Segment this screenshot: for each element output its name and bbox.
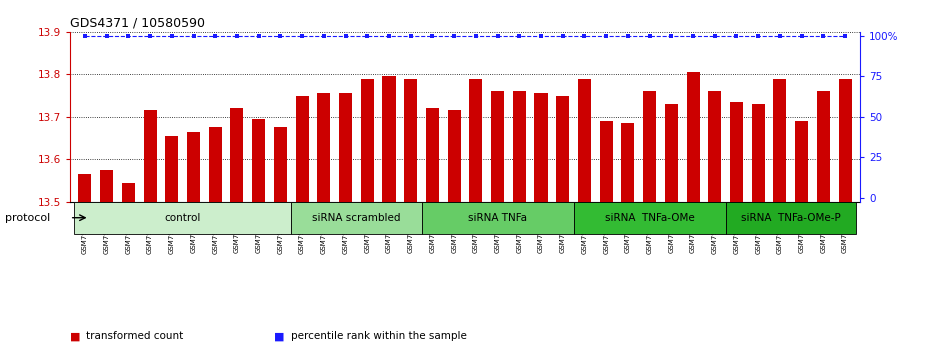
Bar bbox=[421, 202, 574, 234]
Bar bbox=[122, 183, 135, 202]
Bar bbox=[600, 121, 613, 202]
Text: transformed count: transformed count bbox=[86, 331, 184, 341]
Bar bbox=[143, 110, 156, 202]
Bar bbox=[512, 91, 525, 202]
Text: protocol: protocol bbox=[5, 213, 50, 223]
Bar bbox=[252, 119, 265, 202]
Bar bbox=[382, 76, 395, 202]
Bar bbox=[578, 79, 591, 202]
Bar bbox=[643, 91, 656, 202]
Text: siRNA TNFa: siRNA TNFa bbox=[468, 213, 527, 223]
Bar bbox=[296, 96, 309, 202]
Bar bbox=[166, 136, 179, 202]
Bar bbox=[839, 79, 852, 202]
Text: siRNA  TNFa-OMe-P: siRNA TNFa-OMe-P bbox=[741, 213, 841, 223]
Bar bbox=[274, 127, 287, 202]
Text: ■: ■ bbox=[70, 331, 80, 341]
Bar bbox=[709, 91, 722, 202]
Bar bbox=[751, 104, 764, 202]
Bar bbox=[426, 108, 439, 202]
Bar bbox=[574, 202, 725, 234]
Bar bbox=[535, 93, 548, 202]
Bar bbox=[817, 91, 830, 202]
Bar bbox=[187, 132, 200, 202]
Bar bbox=[100, 170, 113, 202]
Bar bbox=[447, 110, 460, 202]
Bar bbox=[470, 79, 483, 202]
Text: GDS4371 / 10580590: GDS4371 / 10580590 bbox=[70, 16, 205, 29]
Bar bbox=[774, 79, 787, 202]
Bar bbox=[208, 127, 221, 202]
Text: siRNA scrambled: siRNA scrambled bbox=[312, 213, 401, 223]
Bar bbox=[556, 96, 569, 202]
Bar bbox=[231, 108, 244, 202]
Bar bbox=[405, 79, 418, 202]
Bar bbox=[74, 202, 291, 234]
Bar bbox=[78, 174, 91, 202]
Bar bbox=[665, 104, 678, 202]
Text: siRNA  TNFa-OMe: siRNA TNFa-OMe bbox=[604, 213, 695, 223]
Bar bbox=[317, 93, 330, 202]
Bar bbox=[621, 123, 634, 202]
Bar bbox=[361, 79, 374, 202]
Bar bbox=[795, 121, 808, 202]
Bar bbox=[491, 91, 504, 202]
Text: control: control bbox=[165, 213, 201, 223]
Text: percentile rank within the sample: percentile rank within the sample bbox=[291, 331, 467, 341]
Bar bbox=[291, 202, 421, 234]
Bar bbox=[725, 202, 856, 234]
Text: ■: ■ bbox=[274, 331, 285, 341]
Bar bbox=[686, 72, 699, 202]
Bar bbox=[339, 93, 352, 202]
Bar bbox=[730, 102, 743, 202]
